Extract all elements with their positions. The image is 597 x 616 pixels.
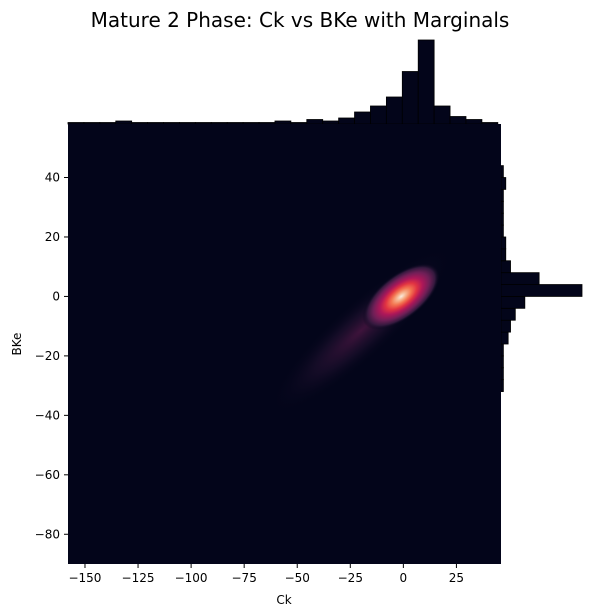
x-marginal-bar xyxy=(258,122,276,125)
x-marginal-bar xyxy=(274,120,292,125)
y-tick-label: −40 xyxy=(35,408,60,422)
x-marginal-bar xyxy=(481,122,499,125)
x-marginal-histogram xyxy=(67,39,499,125)
y-marginal-bar xyxy=(500,331,509,345)
y-marginal-bar xyxy=(500,296,526,309)
x-marginal-bar xyxy=(83,122,101,125)
x-marginal-bar xyxy=(338,117,355,125)
y-marginal-bar xyxy=(500,165,504,178)
y-marginal-bar xyxy=(500,284,583,297)
x-marginal-bar xyxy=(385,96,403,125)
x-tick-label: −25 xyxy=(338,571,363,585)
y-axis-label: BKe xyxy=(10,333,24,356)
y-marginal-bar xyxy=(500,343,504,357)
x-tick-label: 0 xyxy=(400,571,408,585)
x-marginal-bar xyxy=(99,122,117,125)
y-marginal-bar xyxy=(500,307,516,321)
y-marginal-bar xyxy=(500,248,507,262)
y-marginal-bar xyxy=(500,200,504,214)
x-marginal-bar xyxy=(322,120,340,125)
x-marginal-bar xyxy=(194,122,212,125)
y-marginal-bar xyxy=(500,355,504,369)
y-axis: −80 −60 −40 −20 0 20 40 xyxy=(35,171,68,541)
x-tick-label: −50 xyxy=(285,571,310,585)
x-marginal-bar xyxy=(226,122,244,125)
x-marginal-bar xyxy=(417,39,435,125)
x-marginal-bar xyxy=(210,122,228,125)
y-tick-label: 20 xyxy=(45,230,60,244)
x-tick-label: −100 xyxy=(175,571,208,585)
y-marginal-bar xyxy=(500,379,504,392)
x-tick-label: −75 xyxy=(232,571,257,585)
x-tick-label: −150 xyxy=(68,571,101,585)
y-marginal-bar xyxy=(500,260,511,274)
x-axis: −150 −125 −100 −75 −50 −25 0 25 xyxy=(68,564,464,585)
x-marginal-bar xyxy=(370,105,387,125)
y-marginal-bar xyxy=(500,189,504,202)
chart-title: Mature 2 Phase: Ck vs BKe with Marginals xyxy=(91,8,510,32)
y-tick-label: 0 xyxy=(52,289,60,303)
x-marginal-bar xyxy=(290,122,308,125)
y-tick-label: −20 xyxy=(35,349,60,363)
y-tick-label: −80 xyxy=(35,527,60,541)
y-tick-label: 40 xyxy=(45,171,60,185)
x-marginal-bar xyxy=(131,122,148,125)
x-marginal-bar xyxy=(115,120,133,125)
x-marginal-bar xyxy=(465,119,483,125)
x-marginal-bar xyxy=(242,122,260,125)
x-marginal-bar xyxy=(147,122,164,125)
y-marginal-bar xyxy=(500,367,504,381)
joint-plot-background xyxy=(68,124,501,564)
y-marginal-histogram xyxy=(500,165,583,392)
y-marginal-bar xyxy=(500,212,504,226)
x-marginal-bar xyxy=(179,122,196,125)
x-marginal-bar xyxy=(354,111,371,125)
y-tick-label: −60 xyxy=(35,468,60,482)
x-marginal-bar xyxy=(449,116,467,125)
x-marginal-bar xyxy=(433,105,451,125)
x-marginal-bar xyxy=(306,119,324,125)
y-marginal-bar xyxy=(500,177,507,190)
x-marginal-bar xyxy=(67,122,85,125)
y-marginal-bar xyxy=(500,319,511,333)
x-marginal-bar xyxy=(163,122,180,125)
x-tick-label: 25 xyxy=(449,571,464,585)
kde-density xyxy=(270,247,453,414)
x-marginal-bar xyxy=(401,71,419,125)
kde-density-core xyxy=(362,263,440,330)
y-marginal-bar xyxy=(500,224,504,238)
y-marginal-bar xyxy=(500,272,540,285)
x-axis-label: Ck xyxy=(276,593,291,607)
y-marginal-bar xyxy=(500,236,507,250)
x-tick-label: −125 xyxy=(122,571,155,585)
